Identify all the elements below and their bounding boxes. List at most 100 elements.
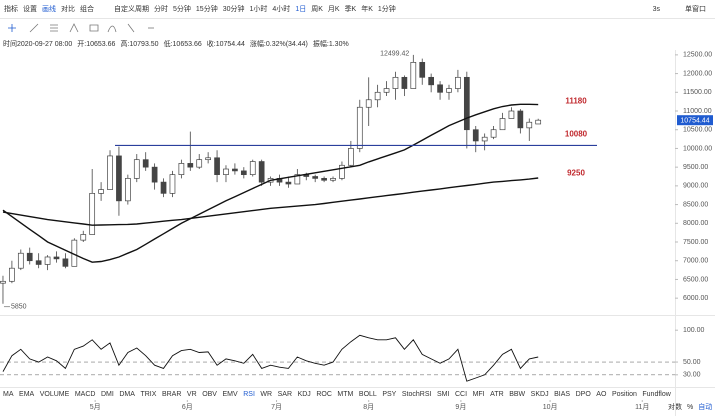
info-item: 时间2020-09-27 08:00 xyxy=(3,41,73,48)
candle-body xyxy=(517,110,524,129)
level-label: 11180 xyxy=(565,96,587,105)
candle-body xyxy=(294,174,301,185)
toolbar-button[interactable]: 对比 xyxy=(61,6,75,13)
period-button[interactable]: 1小时 xyxy=(249,6,268,13)
indicator-tab[interactable]: EMA xyxy=(19,391,35,398)
indicator-tab[interactable]: WR xyxy=(260,391,273,398)
indicator-tab[interactable]: BBW xyxy=(509,391,526,398)
candle-body xyxy=(80,234,87,241)
candle-body xyxy=(232,168,238,172)
indicator-tab[interactable]: SMI xyxy=(437,391,450,398)
candle-body xyxy=(455,76,461,89)
indicator-tab[interactable]: KDJ xyxy=(297,391,311,398)
indicator-tab[interactable]: DPO xyxy=(575,391,591,398)
candle-body xyxy=(472,129,479,142)
indicator-tab[interactable]: ROC xyxy=(316,391,332,398)
axis-option[interactable]: % xyxy=(687,403,694,411)
period-button[interactable]: 月K xyxy=(327,6,340,13)
indicator-tab[interactable]: BRAR xyxy=(161,391,182,398)
indicator-tab[interactable]: ATR xyxy=(490,391,504,398)
indicator-tab[interactable]: VOLUME xyxy=(39,391,70,398)
y-tick-label: 7000.00 xyxy=(683,258,708,265)
axis-option[interactable]: 自动 xyxy=(698,404,713,411)
candle-body xyxy=(178,163,185,175)
toolbar-button[interactable]: 组合 xyxy=(80,6,94,13)
candle-body xyxy=(98,189,104,194)
price-tag xyxy=(677,115,713,126)
high-label: 12499.42 xyxy=(380,51,409,58)
candle-body xyxy=(481,136,488,142)
candle-body xyxy=(116,155,122,202)
period-button[interactable]: 分时 xyxy=(154,6,168,13)
indicator-tab[interactable]: AO xyxy=(596,391,607,398)
indicator-tab[interactable]: TRIX xyxy=(140,391,157,398)
indicator-tab[interactable]: EMV xyxy=(222,391,238,398)
y-tick-label: 30.00 xyxy=(683,372,701,379)
candle-body xyxy=(410,62,417,89)
indicator-tab[interactable]: BIAS xyxy=(554,391,571,398)
indicator-tab[interactable]: MACD xyxy=(74,391,96,398)
indicator-tab[interactable]: MA xyxy=(3,391,14,398)
x-tick-label: 6月 xyxy=(182,403,193,411)
y-tick-label: 6500.00 xyxy=(683,276,708,283)
candle-body xyxy=(365,99,372,108)
candle-body xyxy=(258,161,265,183)
candle-body xyxy=(205,157,211,161)
candle-body xyxy=(142,159,149,168)
period-button[interactable]: 1分钟 xyxy=(377,6,396,13)
y-tick-label: 8500.00 xyxy=(683,201,708,208)
indicator-tab[interactable]: Position xyxy=(611,391,637,398)
period-button[interactable]: 季K xyxy=(344,6,357,13)
period-button[interactable]: 周K xyxy=(311,6,323,13)
indicator-tab[interactable]: OBV xyxy=(202,391,217,398)
period-button[interactable]: 年K xyxy=(361,6,373,13)
period-button[interactable]: 4小时 xyxy=(272,6,291,13)
y-tick-label: 100.00 xyxy=(683,327,705,334)
toolbar-button[interactable]: 指标 xyxy=(4,6,18,13)
indicator-tab[interactable]: BOLL xyxy=(358,391,377,398)
candle-body xyxy=(437,84,443,93)
indicator-tab[interactable]: SKDJ xyxy=(530,391,549,398)
indicator-tab[interactable]: StochRSI xyxy=(401,391,432,398)
indicator-tab[interactable]: VR xyxy=(186,391,197,398)
indicator-tab[interactable]: RSI xyxy=(243,391,255,398)
toolbar-button[interactable]: 3s xyxy=(652,5,660,13)
period-button[interactable]: 5分钟 xyxy=(173,6,191,13)
candle-body xyxy=(321,178,327,181)
period-button[interactable]: 30分钟 xyxy=(222,6,245,13)
y-tick-label: 10000.00 xyxy=(683,145,712,152)
period-button[interactable]: 1日 xyxy=(295,6,307,13)
indicator-tab[interactable]: MTM xyxy=(337,391,354,398)
toolbar-button[interactable]: 画线 xyxy=(42,6,56,13)
period-button[interactable]: 15分钟 xyxy=(195,6,218,13)
info-bar: 时间2020-09-27 08:00 开:10653.66 高:10793.50 低:… xyxy=(3,39,354,49)
candle-body xyxy=(463,76,470,131)
toolbar-button[interactable]: 设置 xyxy=(23,6,37,13)
drawing-tools xyxy=(8,23,154,33)
candle-body xyxy=(348,148,354,166)
indicator-tab[interactable]: DMI xyxy=(100,391,114,398)
x-tick-label: 10月 xyxy=(543,403,558,411)
candle-body xyxy=(383,88,390,93)
toolbar: 指标 设置 画线 对比 组合 自定义周期 分时 5分钟 15分钟 30分钟 1小时 4小时 1日 周K 月… xyxy=(4,3,406,15)
toolbar-left: 指标 设置 画线 对比 组合 xyxy=(4,4,99,14)
candle-body xyxy=(339,164,345,179)
rsi-line xyxy=(2,334,539,382)
indicator-tab[interactable]: SAR xyxy=(277,391,293,398)
period-button[interactable]: 自定义周期 xyxy=(114,6,149,13)
indicator-tab[interactable]: CCI xyxy=(454,391,468,398)
indicator-tab[interactable]: MFI xyxy=(472,391,485,398)
candle-body xyxy=(214,157,220,175)
candle-body xyxy=(107,155,113,190)
low-label: 5850 xyxy=(11,304,27,311)
price-tag-label: 10754.44 xyxy=(680,118,709,125)
y-tick-label: 10500.00 xyxy=(683,127,712,134)
indicator-tab[interactable]: Fundflow xyxy=(642,391,671,398)
indicator-tab[interactable]: PSY xyxy=(382,391,397,398)
toolbar-button[interactable]: 单窗口 xyxy=(685,6,706,13)
y-tick-label: 11500.00 xyxy=(683,89,712,96)
indicator-tab[interactable]: DMA xyxy=(119,391,135,398)
x-tick-label: 8月 xyxy=(363,403,374,411)
candle-body xyxy=(312,176,319,179)
candle-body xyxy=(535,119,542,125)
